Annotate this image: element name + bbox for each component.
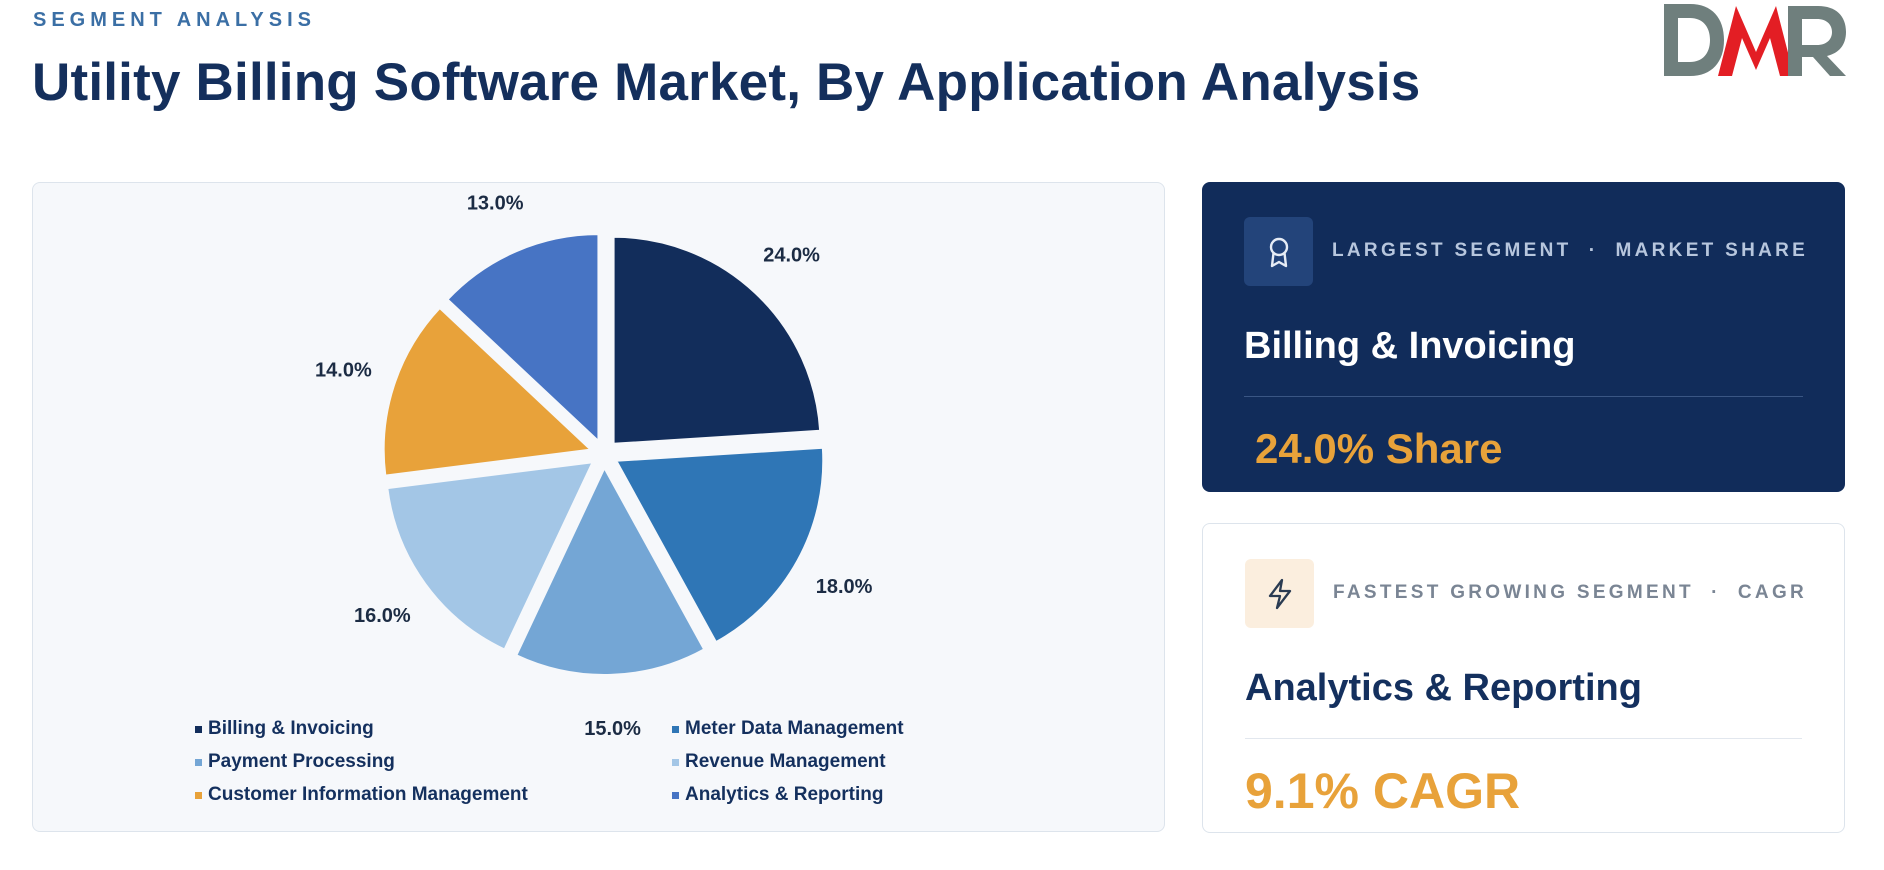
section-eyebrow: SEGMENT ANALYSIS (33, 9, 316, 31)
card-divider (1245, 738, 1802, 739)
lightning-icon (1245, 559, 1314, 628)
pie-slice-meter-data-management (614, 446, 825, 644)
fastest-segment-card: FASTEST GROWING SEGMENT · CAGR Analytics… (1202, 523, 1845, 833)
largest-segment-share: 24.0% Share (1255, 425, 1503, 472)
legend-label: Payment Processing (208, 751, 395, 772)
pie-data-label-revenue-management: 15.0% (584, 718, 641, 740)
legend-label: Analytics & Reporting (685, 784, 884, 805)
pie-slice-billing-and-invoicing (612, 235, 822, 445)
legend-item-meter-data-management: Meter Data Management (672, 717, 955, 741)
pie-chart-panel: 24.0% 18.0% 15.0% 16.0% 14.0% 13.0% Billing &… (32, 182, 1165, 832)
card-divider (1244, 396, 1803, 397)
pie-slice-customer-information-management (382, 306, 593, 477)
legend-item-revenue-management: Revenue Management (672, 750, 955, 774)
pie-slice-analytics-and-reporting (446, 233, 600, 444)
largest-segment-name: Billing & Invoicing (1244, 325, 1576, 367)
legend-swatch (672, 791, 679, 799)
legend-swatch (672, 758, 679, 766)
pie-slice-revenue-management (514, 465, 706, 676)
pie-data-label-customer-information-management: 14.0% (315, 359, 372, 381)
legend-item-billing-and-invoicing: Billing & Invoicing (195, 717, 672, 741)
largest-segment-card: LARGEST SEGMENT · MARKET SHARE Billing &… (1202, 182, 1845, 492)
award-icon (1244, 217, 1313, 286)
pie-data-label-payment-processing: 16.0% (354, 605, 411, 627)
fastest-segment-tag: FASTEST GROWING SEGMENT · CAGR (1333, 582, 1808, 603)
pie-slice-payment-processing (386, 461, 595, 651)
pie-data-label-meter-data-management: 18.0% (816, 576, 873, 598)
fastest-segment-cagr: 9.1% CAGR (1245, 763, 1521, 819)
legend-item-payment-processing: Payment Processing (195, 750, 672, 774)
legend-swatch (195, 791, 202, 799)
legend-item-analytics-and-reporting: Analytics & Reporting (672, 783, 955, 807)
pie-data-label-billing-and-invoicing: 24.0% (763, 244, 820, 266)
pie-chart: 24.0% 18.0% 15.0% 16.0% 14.0% 13.0% (315, 193, 873, 740)
legend-item-customer-information-management: Customer Information Management (195, 783, 672, 807)
legend-swatch (672, 725, 679, 733)
fastest-segment-name: Analytics & Reporting (1245, 667, 1642, 709)
chart-legend: Billing & Invoicing Meter Data Management… (195, 717, 955, 807)
dmr-logo (1664, 4, 1846, 76)
legend-label: Customer Information Management (208, 784, 528, 805)
legend-swatch (195, 725, 202, 733)
legend-label: Meter Data Management (685, 718, 904, 739)
legend-label: Revenue Management (685, 751, 886, 772)
legend-label: Billing & Invoicing (208, 718, 374, 739)
pie-data-label-analytics-and-reporting: 13.0% (467, 193, 524, 215)
page-title: Utility Billing Software Market, By Appl… (32, 53, 1421, 112)
legend-swatch (195, 758, 202, 766)
largest-segment-tag: LARGEST SEGMENT · MARKET SHARE (1332, 240, 1809, 261)
